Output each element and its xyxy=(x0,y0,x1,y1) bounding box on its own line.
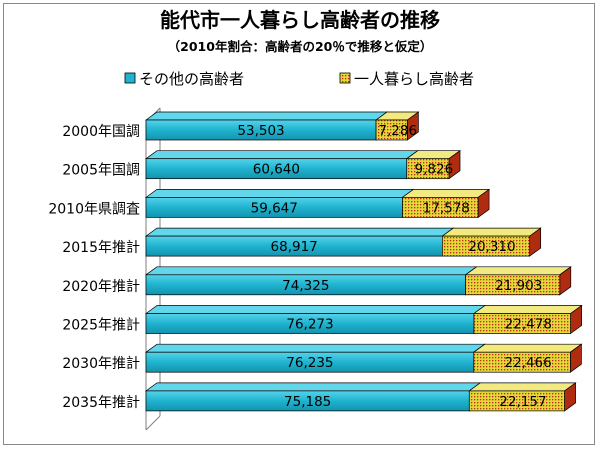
category-label: 2015年推計 xyxy=(62,240,140,256)
bar-alone-front xyxy=(441,235,531,257)
bar-other-top xyxy=(144,227,455,237)
bar-alone xyxy=(405,150,462,180)
category-label: 2020年推計 xyxy=(62,279,140,295)
bar-other-top xyxy=(144,150,419,160)
bar-alone-front xyxy=(375,119,408,141)
bar-alone-front xyxy=(465,274,561,296)
bar-alone xyxy=(468,382,577,412)
data-label-other: 76,235 xyxy=(286,355,333,371)
legend-label-other: その他の高齢者 xyxy=(139,70,244,88)
data-label-other: 59,647 xyxy=(251,200,298,216)
bar-alone xyxy=(472,304,583,335)
bar-alone-top xyxy=(441,227,542,237)
category-label: 2030年推計 xyxy=(62,356,140,372)
data-label-alone: 22,466 xyxy=(504,355,551,371)
data-label-alone: 20,310 xyxy=(468,239,515,255)
legend: その他の高齢者 一人暮らし高齢者 xyxy=(124,70,474,88)
bar-alone xyxy=(401,188,491,219)
chart-subtitle: （2010年割合：高齢者の20％で推移と仮定） xyxy=(168,39,433,54)
bar-alone-front xyxy=(473,351,571,373)
bar-other-top xyxy=(144,266,478,276)
bar-alone-top xyxy=(472,305,583,314)
category-label: 2000年国調 xyxy=(62,124,140,140)
bar-other-top xyxy=(144,111,389,121)
category-label: 2005年国調 xyxy=(62,163,140,179)
data-label-other: 68,917 xyxy=(271,239,318,255)
data-label-other: 76,273 xyxy=(286,317,333,333)
bar-alone-front xyxy=(402,197,479,218)
bar-other-top xyxy=(144,189,415,198)
data-label-alone: 17,578 xyxy=(423,200,470,216)
bar-alone-front xyxy=(473,313,571,334)
data-label-other: 53,503 xyxy=(237,123,284,139)
bar-alone-top xyxy=(464,266,572,276)
data-label-alone: 7,286 xyxy=(378,123,417,139)
bar-alone-top xyxy=(401,189,491,198)
category-label: 2035年推計 xyxy=(62,395,140,411)
bar-alone-top xyxy=(472,343,583,353)
bar-other-top xyxy=(144,382,482,392)
bar-alone-top xyxy=(468,382,577,392)
data-label-other: 60,640 xyxy=(253,162,300,178)
plot-area: 2000年国調 53,503 7,286 2005年国調 60,640 9,826 2010… xyxy=(48,107,583,431)
bar-other-top xyxy=(144,305,487,314)
data-label-alone: 9,826 xyxy=(415,162,454,178)
bar-alone xyxy=(441,227,542,257)
axis-line-depth-bottom xyxy=(145,415,161,431)
legend-label-alone: 一人暮らし高齢者 xyxy=(354,70,474,88)
data-label-alone: 22,478 xyxy=(505,317,552,333)
bar-other-top xyxy=(144,343,486,353)
bar-other xyxy=(144,343,486,373)
bar-alone xyxy=(464,266,572,296)
legend-swatch-other xyxy=(124,72,136,84)
data-label-alone: 21,903 xyxy=(495,278,542,294)
category-label: 2010年県調査 xyxy=(48,201,140,217)
bar-alone-front xyxy=(468,390,565,412)
bar-alone xyxy=(472,343,583,373)
category-label: 2025年推計 xyxy=(62,318,140,334)
bar-alone-front xyxy=(406,158,450,180)
bar-alone xyxy=(374,111,420,141)
data-label-other: 74,325 xyxy=(282,278,329,294)
chart-title: 能代市一人暮らし高齢者の推移 xyxy=(160,8,440,32)
data-label-other: 75,185 xyxy=(284,394,331,410)
data-label-alone: 22,157 xyxy=(499,394,546,410)
legend-swatch-alone xyxy=(339,72,351,84)
